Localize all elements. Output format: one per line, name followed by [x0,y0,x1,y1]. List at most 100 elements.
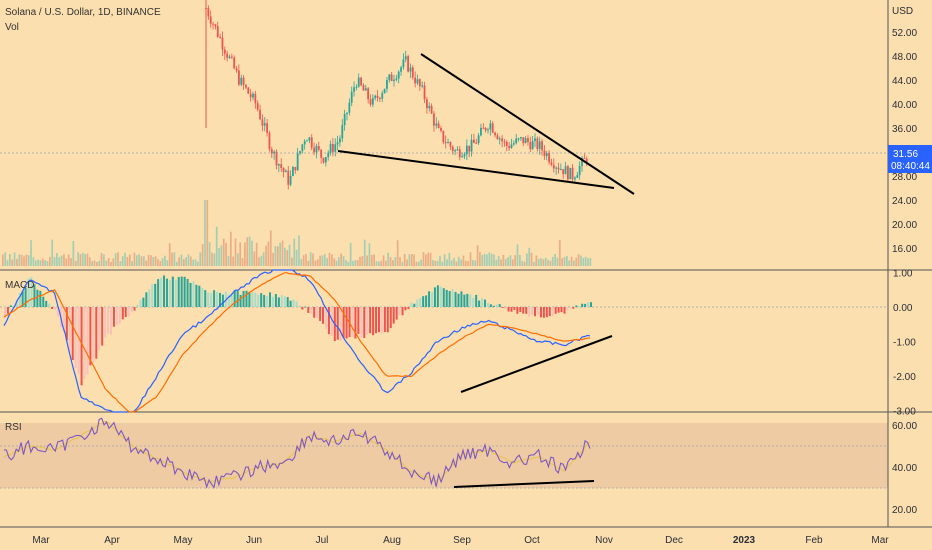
price-badge-value: 31.56 [893,149,918,160]
candle-body [233,57,236,69]
macd-hist-bar [483,299,486,307]
candle-body [489,123,492,130]
volume-bar [479,252,481,266]
volume-bar [110,261,112,266]
candle-body [463,154,466,157]
macd-hist-bar [174,279,177,307]
wedge-lower-trendline[interactable] [337,150,615,189]
candle-body [371,98,374,105]
volume-bar [164,255,166,266]
volume-bar [568,260,571,266]
macd-hist-bar [36,289,39,307]
time-axis-label: Dec [665,535,683,546]
volume-bar [464,260,467,266]
macd-tick-label: -3.00 [893,407,916,418]
volume-bar [79,254,82,266]
volume-bar [145,260,148,266]
macd-hist-bar [201,287,204,307]
volume-bar [107,258,110,266]
macd-tick-label: -2.00 [893,372,916,383]
volume-bar [396,240,399,266]
macd-hist-bar [436,285,439,307]
volume-bar [161,257,164,266]
rsi-divergence-trendline[interactable] [453,480,595,488]
candle-body [346,112,348,114]
candle-body [550,162,553,165]
macd-hist-bar [504,307,507,310]
price-tick-label: 40.00 [892,100,917,111]
rsi-ma-line [3,421,591,483]
volume-bar [131,261,133,266]
candle-body [494,132,496,136]
candle-body [256,103,259,110]
volume-bar [354,260,357,266]
candle-body [263,123,266,126]
macd-hist-bar [551,307,554,317]
candle-body [327,152,330,158]
candle-body [376,95,379,98]
volume-bar [370,254,373,266]
volume-bar [13,252,16,266]
macd-hist-bar [475,294,478,307]
volume-bar [389,257,392,266]
macd-hist-bar [274,294,277,307]
candle-body [393,79,395,81]
volume-bar [213,253,216,266]
macd-hist-bar [254,292,257,307]
macd-hist-bar [413,303,416,307]
volume-bar [436,260,439,266]
macd-hist-bar [112,307,115,327]
volume-bar [540,258,542,266]
macd-hist-bar [218,292,221,307]
macd-hist-bar [289,300,292,307]
volume-bar [319,255,321,266]
macd-hist-bar [283,296,286,307]
macd-hist-bar [180,276,183,307]
macd-hist-bar [195,284,198,307]
macd-hist-bar [442,288,445,307]
volume-bar [462,255,465,266]
macd-hist-bar [15,300,18,307]
volume-bar [46,261,49,266]
volume-bar [255,242,258,266]
price-tick-label: 52.00 [892,28,917,39]
macd-hist-bar [221,294,224,307]
candle-body [247,87,250,94]
candle-body [449,142,452,147]
volume-bar [199,252,202,266]
volume-bar [269,230,272,266]
macd-hist-bar [110,307,113,335]
volume-bar [140,256,143,266]
volume-bar [533,261,535,266]
wedge-upper-trendline[interactable] [420,53,635,195]
volume-bar [455,261,458,266]
volume-bar [126,256,129,266]
macd-label: MACD [5,280,34,291]
macd-hist-bar [486,302,489,307]
volume-bar [566,255,568,266]
volume-bar [25,254,28,266]
volume-bar [72,240,75,266]
macd-divergence-trendline[interactable] [460,335,613,393]
macd-hist-bar [545,307,548,318]
candle-body [515,138,518,144]
candlesticks [205,0,588,190]
volume-bar [227,255,230,266]
macd-hist-bar [54,307,57,310]
volume-bar [215,226,218,266]
candle-body [223,49,226,54]
time-axis-label: Jul [316,535,329,546]
macd-hist-bar [198,285,201,307]
volume-bar [241,258,244,266]
volume-bar [124,252,126,266]
candle-body [362,85,365,91]
macd-hist-bar [548,307,551,317]
macd-hist-bar [578,306,581,308]
volume-bar [328,252,331,266]
macd-hist-bar [127,307,130,317]
candle-body [277,164,280,166]
volume-bar [347,261,350,266]
macd-hist-bar [501,307,504,308]
time-axis-label: Feb [805,535,823,546]
